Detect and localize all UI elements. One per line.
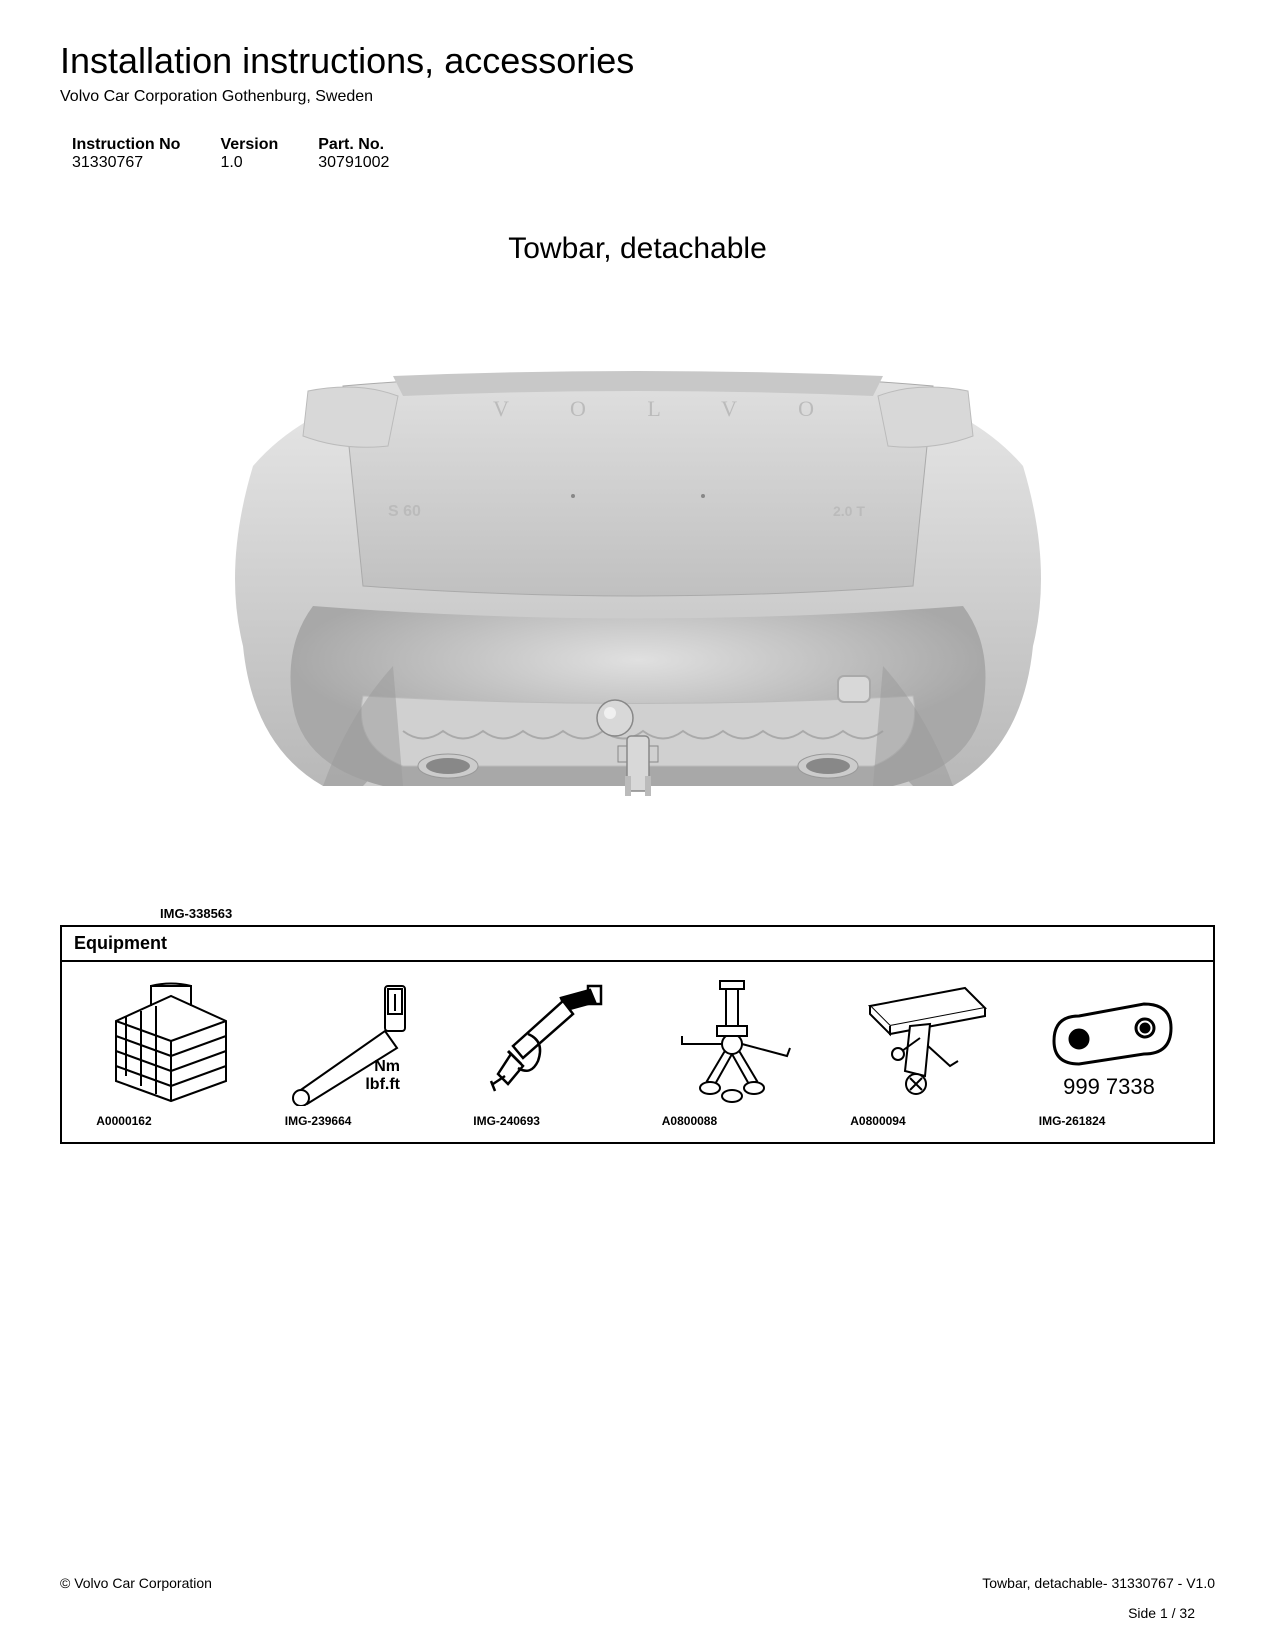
- rivet-gun-icon: [473, 976, 613, 1106]
- equipment-item: A0800094: [850, 976, 990, 1128]
- main-image-label: IMG-338563: [160, 906, 1215, 921]
- page-title: Installation instructions, accessories: [60, 40, 1215, 82]
- equipment-code: IMG-261824: [1039, 1114, 1106, 1128]
- equipment-item: Nm lbf.ft IMG-239664: [285, 976, 425, 1128]
- equipment-box: Equipment: [60, 925, 1215, 1144]
- equipment-item: 999 7338 IMG-261824: [1039, 976, 1179, 1128]
- equipment-header: Equipment: [62, 927, 1213, 962]
- equipment-code: IMG-240693: [473, 1114, 540, 1128]
- lbf-label: lbf.ft: [365, 1076, 400, 1093]
- page-footer: © Volvo Car Corporation Towbar, detachab…: [60, 1575, 1215, 1591]
- page-number: Side 1 / 32: [1128, 1605, 1195, 1621]
- svg-text:2.0 T: 2.0 T: [833, 503, 865, 519]
- copyright-text: © Volvo Car Corporation: [60, 1575, 212, 1591]
- nm-label: Nm: [374, 1058, 400, 1075]
- company-subtitle: Volvo Car Corporation Gothenburg, Sweden: [60, 88, 1215, 106]
- instruction-no-label: Instruction No: [72, 136, 180, 154]
- torque-wrench-icon: Nm lbf.ft: [285, 976, 425, 1106]
- jack-stand-icon: [662, 976, 802, 1106]
- product-title: Towbar, detachable: [60, 232, 1215, 266]
- version-label: Version: [220, 136, 278, 154]
- svg-text:V O L V O: V O L V O: [493, 396, 842, 421]
- lift-platform-icon: [850, 976, 990, 1106]
- version-value: 1.0: [220, 154, 278, 172]
- instruction-no-value: 31330767: [72, 154, 180, 172]
- svg-text:S 60: S 60: [388, 503, 421, 520]
- equipment-code: A0800088: [662, 1114, 717, 1128]
- doc-info-text: Towbar, detachable- 31330767 - V1.0: [982, 1575, 1215, 1591]
- equipment-code: A0800094: [850, 1114, 905, 1128]
- equipment-code: IMG-239664: [285, 1114, 352, 1128]
- equipment-item: IMG-240693: [473, 976, 613, 1128]
- part-no-value: 30791002: [318, 154, 389, 172]
- meta-table: Instruction No 31330767 Version 1.0 Part…: [72, 136, 1215, 172]
- tool-part-number: 999 7338: [1063, 1074, 1155, 1099]
- equipment-item: A0800088: [662, 976, 802, 1128]
- part-no-label: Part. No.: [318, 136, 389, 154]
- equipment-item: A0000162: [96, 976, 236, 1128]
- special-tool-icon: 999 7338: [1039, 976, 1179, 1106]
- protective-cover-icon: [96, 976, 236, 1106]
- equipment-code: A0000162: [96, 1114, 151, 1128]
- car-rear-illustration: V O L V O S 60 2.0 T: [193, 366, 1083, 806]
